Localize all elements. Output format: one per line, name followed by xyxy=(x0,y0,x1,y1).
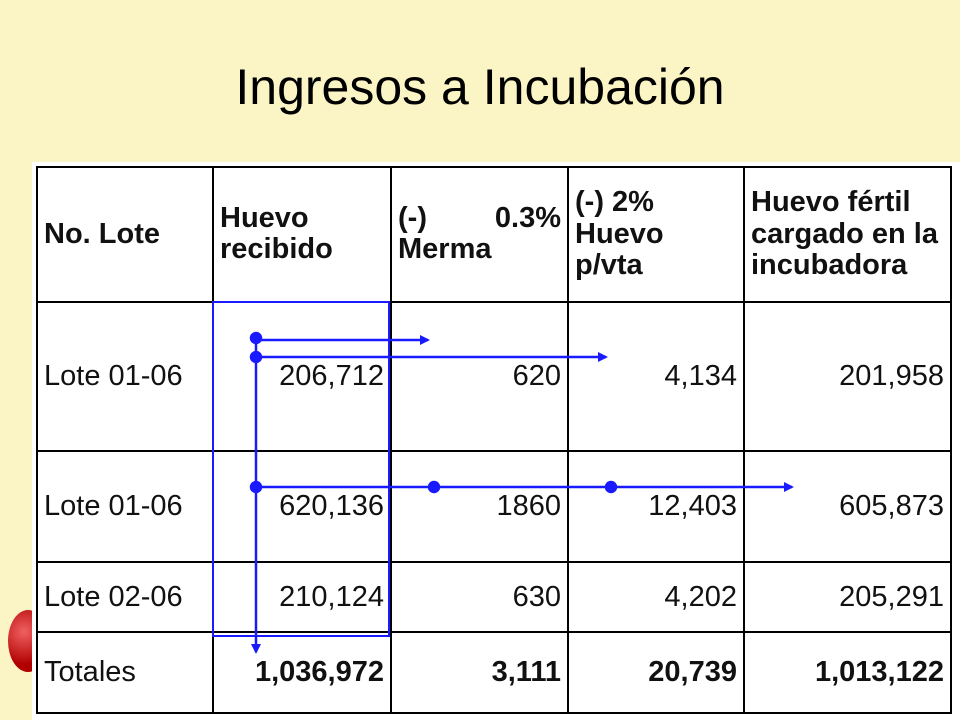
cell-lote: Lote 02-06 xyxy=(36,560,214,634)
slide-title: Ingresos a Incubación xyxy=(235,59,725,115)
cell-lote: Lote 01-06 xyxy=(36,300,214,453)
cell-total-venta: 20,739 xyxy=(567,631,745,714)
totals-row: Totales 1,036,972 3,111 20,739 1,013,122 xyxy=(36,631,952,714)
cell-total-merma: 3,111 xyxy=(390,631,569,714)
cell-fertil: 205,291 xyxy=(743,560,952,634)
cell-venta: 12,403 xyxy=(567,450,745,563)
incubation-table: No. Lote Huevo recibido (-) 0.3% Merma (-)… xyxy=(36,166,952,714)
table-row: Lote 01-06 620,136 1860 12,403 605,873 xyxy=(36,450,952,563)
header-merma: (-) 0.3% Merma xyxy=(390,166,569,303)
header-lote: No. Lote xyxy=(36,166,214,303)
table-row: Lote 02-06 210,124 630 4,202 205,291 xyxy=(36,560,952,634)
cell-venta: 4,134 xyxy=(567,300,745,453)
incubation-table-panel: No. Lote Huevo recibido (-) 0.3% Merma (-)… xyxy=(32,162,960,720)
cell-huevo: 206,712 xyxy=(212,300,392,453)
header-huevo-recibido: Huevo recibido xyxy=(212,166,392,303)
header-huevo-fertil: Huevo fértil cargado en la incubadora xyxy=(743,166,952,303)
cell-merma: 620 xyxy=(390,300,569,453)
cell-fertil: 201,958 xyxy=(743,300,952,453)
cell-huevo: 620,136 xyxy=(212,450,392,563)
cell-fertil: 605,873 xyxy=(743,450,952,563)
cell-lote: Lote 01-06 xyxy=(36,450,214,563)
cell-totales-label: Totales xyxy=(36,631,214,714)
header-row: No. Lote Huevo recibido (-) 0.3% Merma (-)… xyxy=(36,166,952,303)
cell-total-huevo: 1,036,972 xyxy=(212,631,392,714)
cell-total-fertil: 1,013,122 xyxy=(743,631,952,714)
cell-merma: 1860 xyxy=(390,450,569,563)
cell-huevo: 210,124 xyxy=(212,560,392,634)
cell-merma: 630 xyxy=(390,560,569,634)
table-row: Lote 01-06 206,712 620 4,134 201,958 xyxy=(36,300,952,453)
cell-venta: 4,202 xyxy=(567,560,745,634)
header-huevo-venta: (-) 2% Huevo p/vta xyxy=(567,166,745,303)
